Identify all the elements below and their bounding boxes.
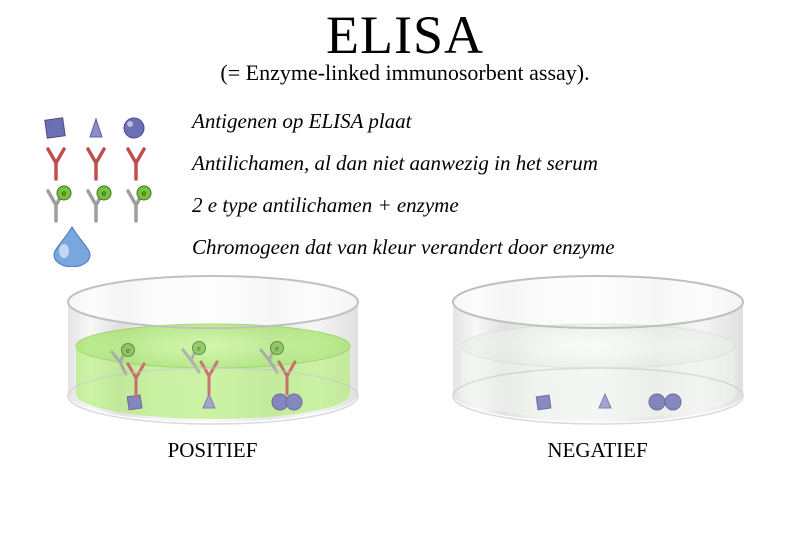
legend-row-chromogen: Chromogeen dat van kleur verandert door … (30, 226, 810, 268)
svg-text:e: e (62, 189, 67, 198)
page-title: ELISA (0, 4, 810, 66)
legend-row-secondary: e e e 2 e type antilichamen + enzyme (30, 184, 810, 226)
antibody-red-icons (30, 143, 192, 183)
legend-text-chromogen: Chromogeen dat van kleur verandert door … (192, 235, 615, 260)
legend-row-antibodies: Antilichamen, al dan niet aanwezig in he… (30, 142, 810, 184)
plate-positive: e e e (48, 274, 378, 463)
legend-text-secondary: 2 e type antilichamen + enzyme (192, 193, 459, 218)
plate-positive-label: POSITIEF (168, 438, 258, 463)
plate-negative-svg (433, 274, 763, 434)
legend-row-antigens: Antigenen op ELISA plaat (30, 100, 810, 142)
plate-negative-label: NEGATIEF (547, 438, 647, 463)
plate-positive-svg: e e e (48, 274, 378, 434)
plates-row: e e e (0, 274, 810, 463)
chromogen-icon (30, 227, 192, 267)
legend-text-antibodies: Antilichamen, al dan niet aanwezig in he… (192, 151, 598, 176)
page-subtitle: (= Enzyme-linked immunosorbent assay). (0, 60, 810, 86)
legend-text-antigens: Antigenen op ELISA plaat (192, 109, 412, 134)
plate-negative: NEGATIEF (433, 274, 763, 463)
svg-text:e: e (142, 189, 147, 198)
antigen-icons (30, 101, 192, 141)
antibody-grey-icons: e e e (30, 185, 192, 225)
svg-text:e: e (102, 189, 107, 198)
legend: Antigenen op ELISA plaat Antilichamen, a… (30, 100, 810, 268)
